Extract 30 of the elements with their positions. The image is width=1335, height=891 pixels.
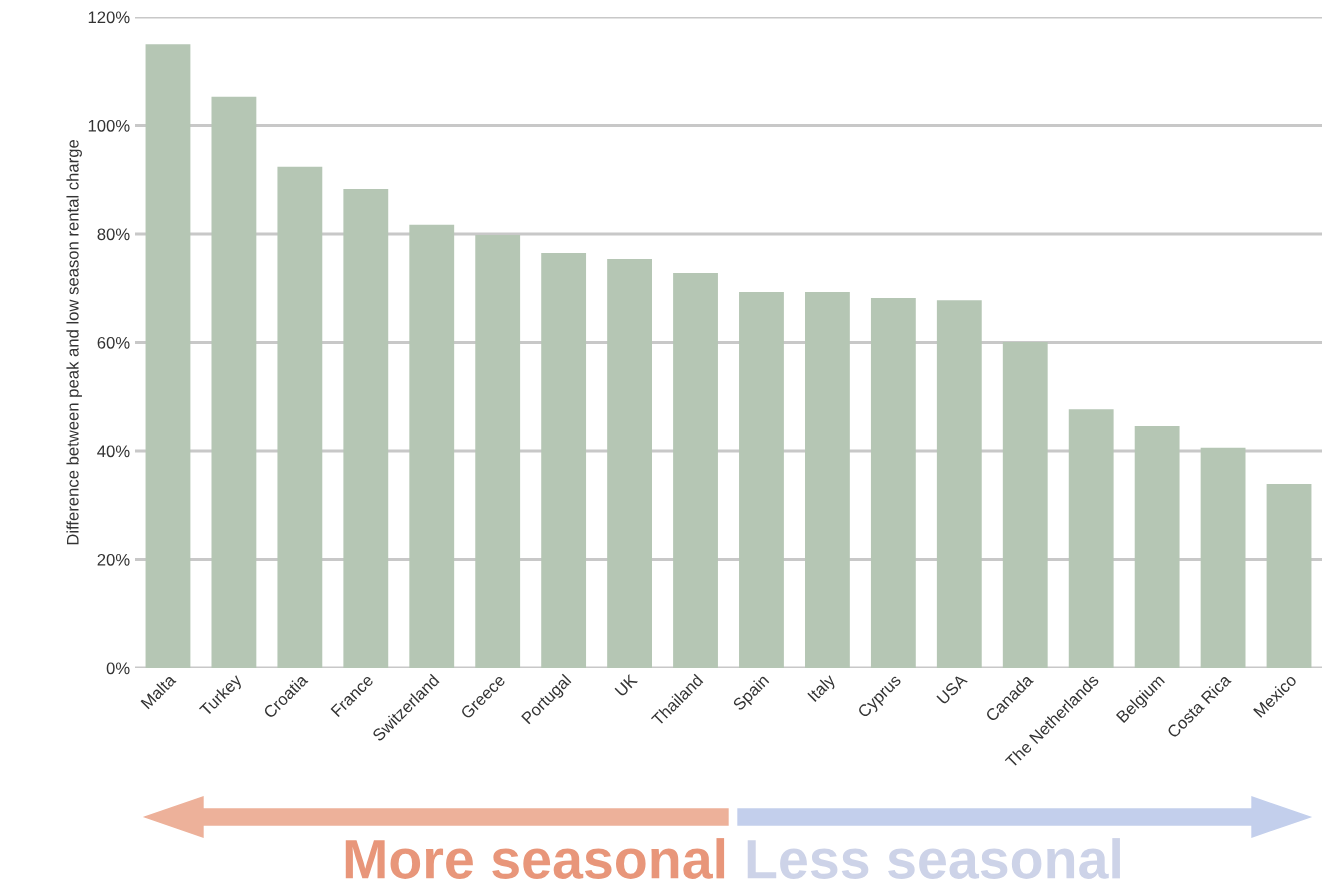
y-tick-label: 40%	[97, 445, 130, 458]
bar	[805, 292, 850, 668]
bar	[739, 292, 784, 668]
bar	[541, 252, 587, 668]
bar	[211, 96, 257, 668]
bar	[475, 235, 521, 668]
y-tick-label: 80%	[97, 228, 130, 241]
bar	[277, 166, 323, 668]
bar	[1200, 447, 1246, 668]
x-tick-label: Italy	[806, 672, 839, 705]
y-tick-label: 60%	[97, 336, 130, 349]
x-tick-label: USA	[936, 673, 968, 705]
bar	[936, 300, 982, 668]
y-axis-title: Difference between peak and low season rental charge	[66, 140, 82, 545]
x-tick-label: UK	[614, 673, 639, 697]
bar	[145, 44, 191, 668]
y-tick-label: 120%	[88, 11, 130, 24]
y-tick-label: 0%	[106, 662, 130, 675]
bar	[1134, 426, 1180, 668]
y-tick-label: 100%	[88, 119, 130, 132]
bar	[1002, 341, 1048, 668]
y-tick-label: 20%	[97, 553, 130, 566]
bar	[673, 273, 718, 668]
bar	[870, 298, 916, 668]
bar	[1266, 484, 1312, 668]
bar	[607, 258, 652, 668]
bar	[1068, 409, 1114, 668]
bar	[409, 224, 455, 668]
bar	[343, 188, 389, 668]
text: More seasonal	[345, 838, 725, 879]
